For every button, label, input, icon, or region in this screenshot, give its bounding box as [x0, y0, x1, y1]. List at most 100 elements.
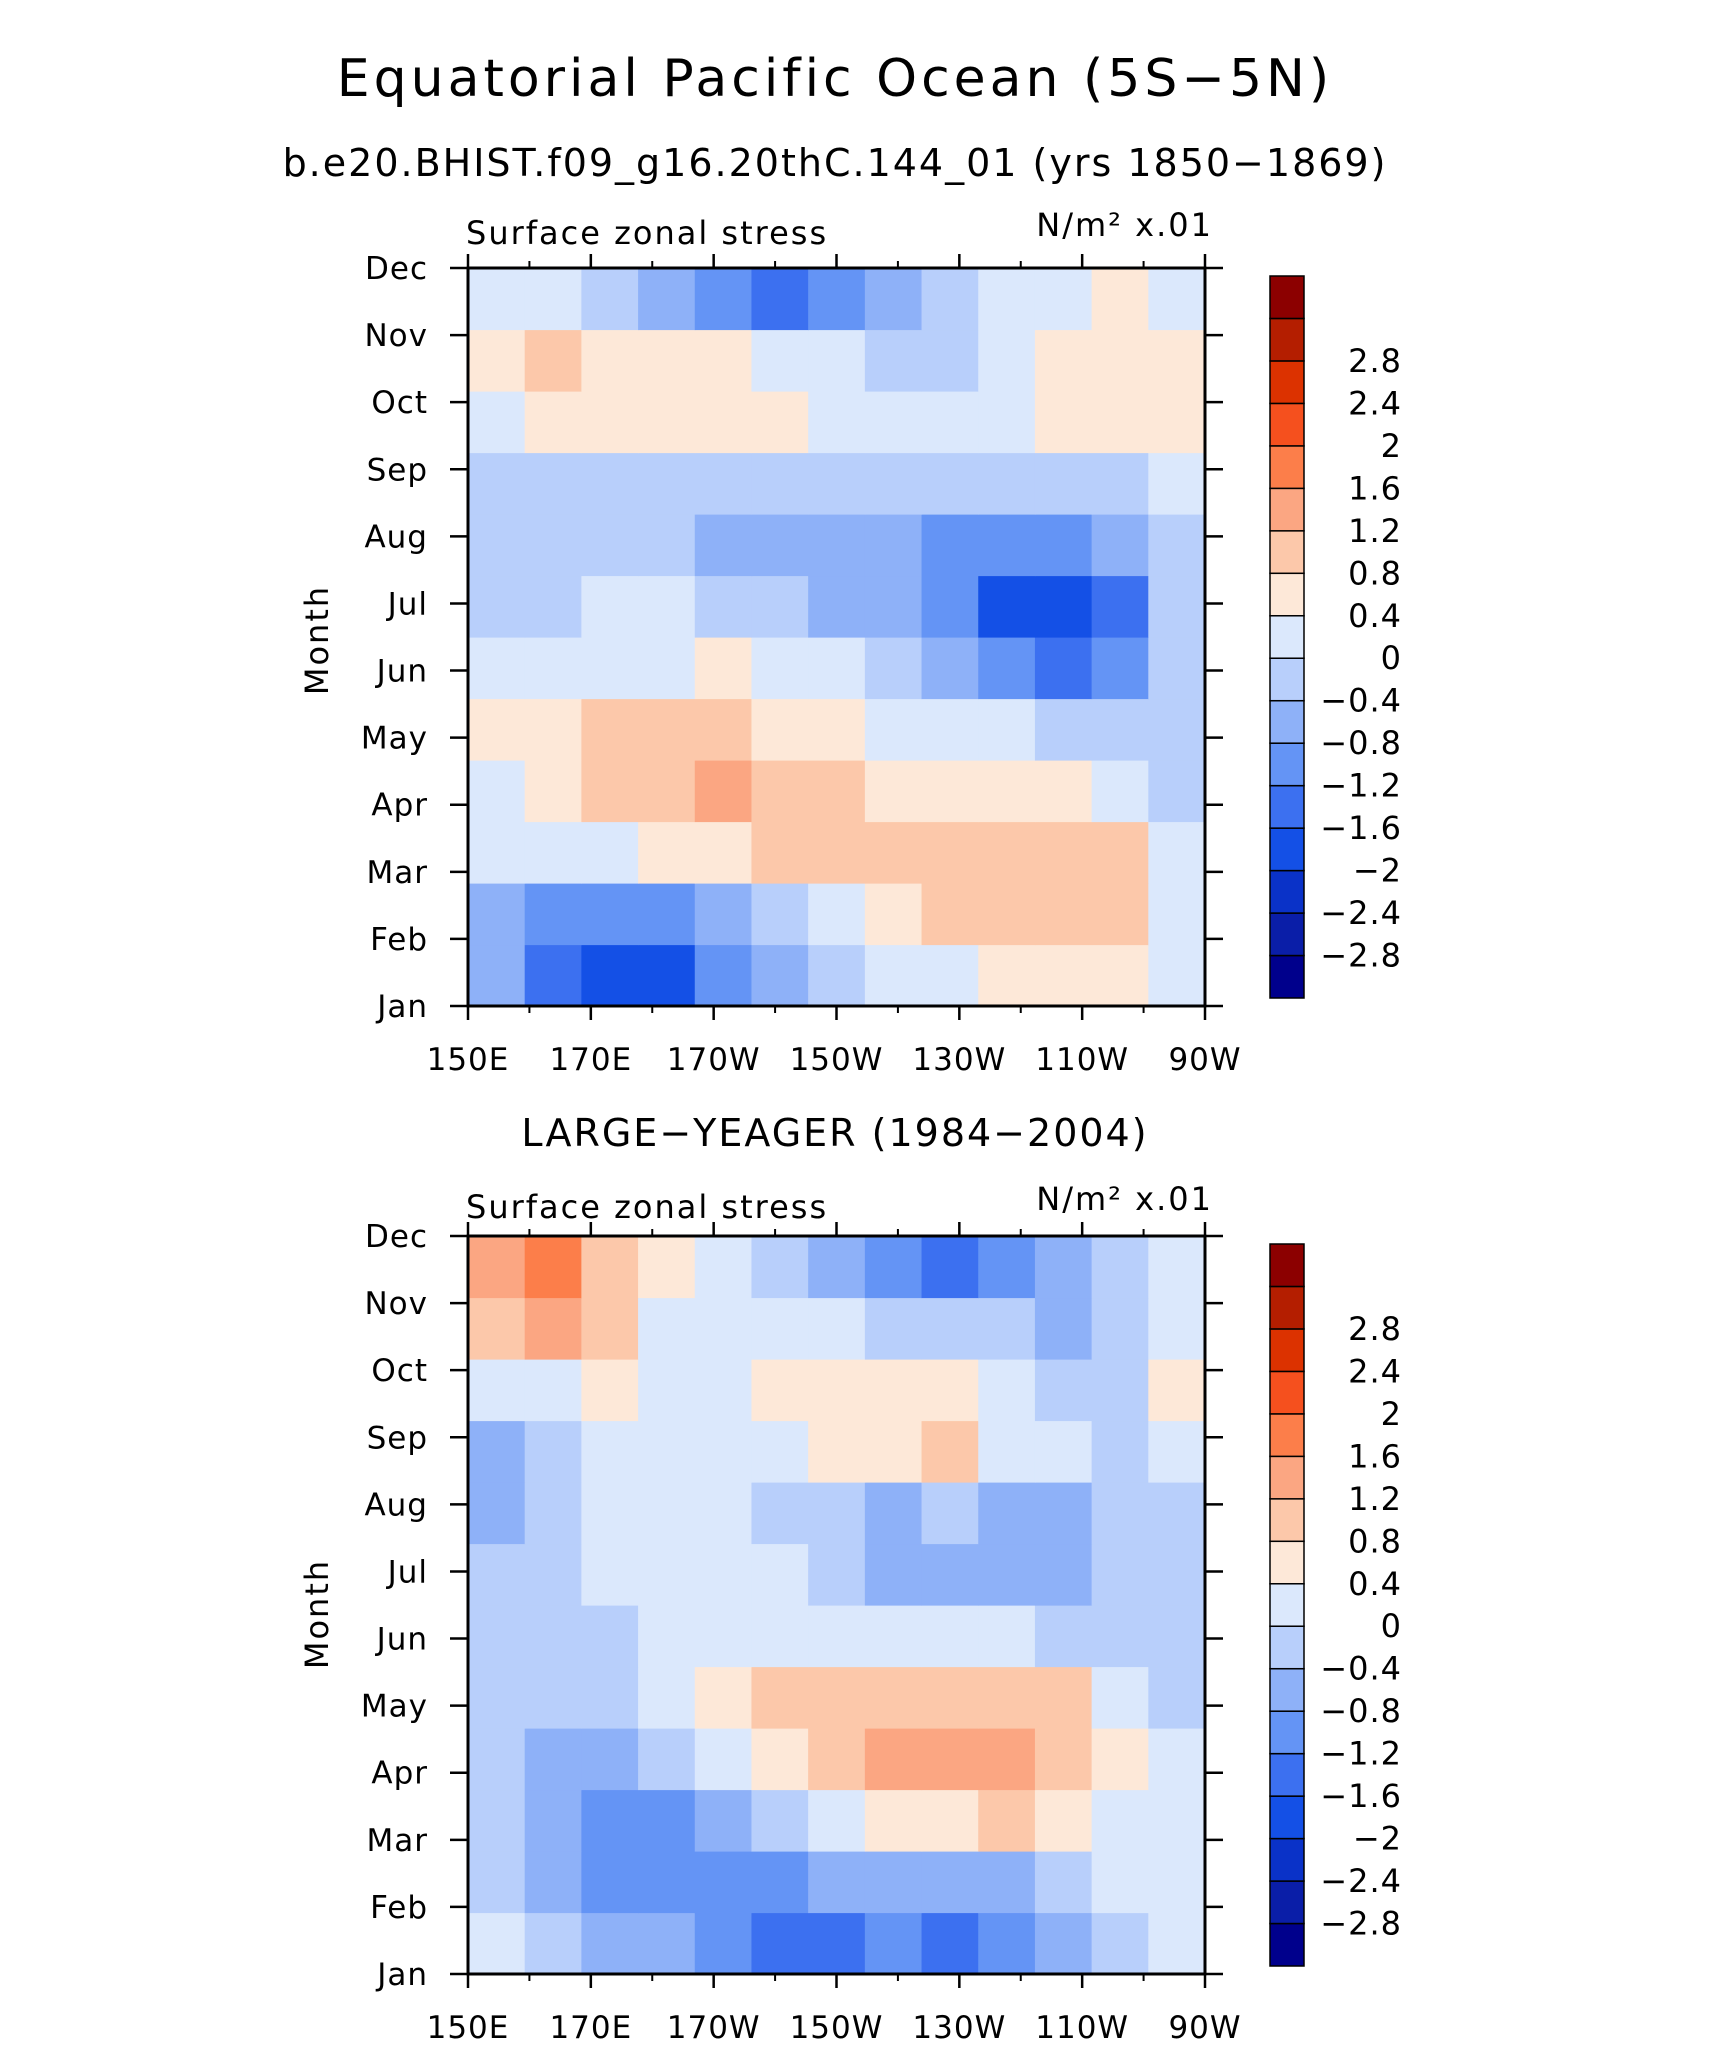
contour-cell: [638, 698, 696, 761]
y-tick-label: Mar: [367, 855, 429, 891]
contour-cell: [468, 1420, 526, 1483]
contour-cell: [468, 944, 526, 1006]
contour-cell: [921, 329, 979, 392]
colorbar-label: 0.8: [1348, 554, 1402, 592]
x-tick-label: 150W: [790, 1042, 884, 1078]
contour-cell: [638, 637, 696, 700]
contour-cell: [808, 821, 866, 884]
contour-cell: [921, 1297, 979, 1360]
contour-cell: [1148, 268, 1205, 331]
x-tick-label: 170E: [549, 2010, 632, 2046]
contour-cell: [468, 575, 526, 638]
contour-cell: [1091, 944, 1149, 1006]
contour-cell: [751, 760, 809, 823]
colorbar-label: 2.8: [1348, 1310, 1402, 1348]
contour-cell: [808, 329, 866, 392]
contour-cell: [581, 1728, 639, 1791]
contour-cell: [581, 391, 639, 454]
y-tick-label: Sep: [367, 1420, 428, 1456]
colorbar-label: 1.6: [1348, 469, 1402, 507]
contour-cell: [978, 1605, 1036, 1668]
contour-cell: [524, 268, 582, 331]
contour-cell: [978, 1236, 1036, 1299]
contour-cell: [864, 1236, 923, 1299]
y-tick-label: May: [361, 721, 428, 757]
contour-cell: [468, 514, 526, 577]
x-tick-label: 150W: [790, 2010, 884, 2046]
contour-cell: [694, 1297, 753, 1360]
contour-cell: [978, 944, 1036, 1006]
contour-cell: [638, 1543, 696, 1606]
contour-cell: [1148, 452, 1205, 515]
x-tick-label: 150E: [427, 2010, 510, 2046]
contour-cell: [1034, 1851, 1093, 1914]
contour-cell: [978, 1420, 1036, 1483]
contour-cell: [694, 637, 753, 700]
colorbar-box: [1269, 1795, 1305, 1840]
contour-cell: [808, 1728, 866, 1791]
y-tick-label: Jan: [375, 989, 428, 1025]
contour-cell: [638, 1420, 696, 1483]
contour-cell: [581, 1912, 639, 1974]
contour-cell: [524, 329, 582, 392]
colorbar-box: [1269, 1583, 1305, 1627]
x-tick-label: 90W: [1168, 1042, 1241, 1078]
contour-cell: [1034, 1543, 1093, 1606]
contour-cell: [1034, 760, 1093, 823]
contour-cell: [1148, 1728, 1205, 1791]
contour-cell: [638, 329, 696, 392]
contour-cell: [808, 1236, 866, 1299]
contour-cell: [694, 452, 753, 515]
contour-cell: [581, 1297, 639, 1360]
contour-cell: [524, 1912, 582, 1974]
contour-cell: [978, 391, 1036, 454]
y-tick-label: Nov: [364, 1286, 428, 1322]
contour-cell: [524, 1359, 582, 1422]
contour-cell: [978, 1851, 1036, 1914]
contour-cell: [1034, 575, 1093, 638]
colorbar-label: 2.4: [1348, 384, 1402, 422]
contour-cell: [808, 1789, 866, 1852]
y-tick-label: May: [361, 1689, 428, 1725]
contour-cell: [694, 760, 753, 823]
contour-cell: [468, 698, 526, 761]
contour-cell: [1148, 1420, 1205, 1483]
colorbar-label: −0.4: [1320, 682, 1402, 720]
contour-cell: [1091, 391, 1149, 454]
contour-cell: [694, 514, 753, 577]
contour-cell: [581, 1789, 639, 1852]
panel-model-field-label: Surface zonal stress: [466, 214, 828, 252]
contour-cell: [1091, 1912, 1149, 1974]
contour-cell: [921, 1851, 979, 1914]
y-tick-label: Mar: [367, 1823, 429, 1859]
contour-cell: [921, 821, 979, 884]
contour-cell: [524, 1236, 582, 1299]
contour-cell: [751, 1359, 809, 1422]
colorbar-box: [1269, 445, 1305, 490]
x-tick-label: 170E: [549, 1042, 632, 1078]
colorbar-box: [1269, 360, 1305, 405]
contour-cell: [694, 1359, 753, 1422]
contour-cell: [808, 1482, 866, 1545]
colorbar-box: [1269, 1880, 1305, 1925]
panel-observed-plot: 150E 170E 170W 150W 130W 110W 90W Jan Feb Mar Apr M…: [361, 1219, 1241, 2046]
contour-cell: [638, 514, 696, 577]
colorbar-label: −2: [1353, 852, 1402, 890]
contour-cell: [1034, 391, 1093, 454]
figure-title: Equatorial Pacific Ocean (5S−5N): [337, 49, 1333, 109]
y-tick-label: Oct: [371, 385, 428, 421]
contour-cell: [864, 1851, 923, 1914]
contour-cell: [468, 821, 526, 884]
contour-cell: [524, 1543, 582, 1606]
contour-cell: [638, 821, 696, 884]
colorbar-box: [1269, 572, 1305, 617]
contour-cell: [694, 883, 753, 946]
colorbar-label: −0.4: [1320, 1650, 1402, 1688]
contour-cell: [581, 575, 639, 638]
contour-cell: [1034, 944, 1093, 1006]
contour-cell: [638, 575, 696, 638]
contour-cell: [581, 883, 639, 946]
contour-cell: [524, 1297, 582, 1360]
colorbar-box: [1269, 784, 1305, 829]
